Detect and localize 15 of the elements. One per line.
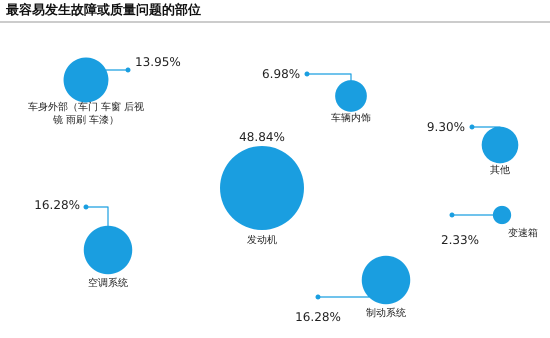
text: 最容易发生故障或质量问题的部位 <box>6 2 201 19</box>
data-label: 48.84% <box>239 130 285 144</box>
data-label: 6.98% <box>262 67 300 81</box>
category-label: 变速箱 <box>508 226 538 240</box>
data-label: 16.28% <box>34 198 80 212</box>
category-label: 空调系统 <box>88 276 128 290</box>
data-label: 9.30% <box>426 120 465 134</box>
data-label: 13.95% <box>135 55 181 69</box>
data-label: 16.28% <box>295 310 341 324</box>
category-label: 车身外部（车门 车窗 后视镜 雨刷 车漆） <box>26 101 146 127</box>
category-label: 制动系统 <box>366 306 406 320</box>
category-label: 车辆内饰 <box>331 112 371 125</box>
data-label: 2.33% <box>440 233 480 247</box>
category-label: 其他 <box>490 164 510 177</box>
category-label: 发动机 <box>247 234 277 247</box>
